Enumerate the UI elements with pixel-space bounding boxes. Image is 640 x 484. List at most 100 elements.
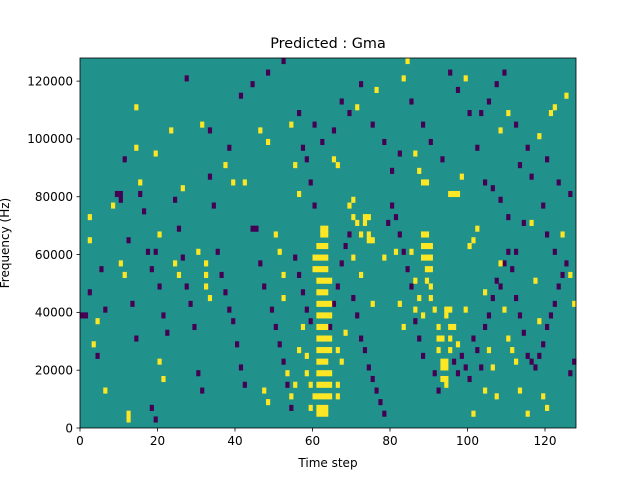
y-axis: 0 20000 40000 60000 80000 100000 120000 [27, 74, 80, 435]
heatmap-cell-high [444, 381, 449, 388]
heatmap-cell-low [401, 248, 406, 255]
heatmap-cell-high [281, 271, 286, 278]
heatmap-cell-high [328, 312, 333, 319]
heatmap-cell-high [103, 387, 108, 394]
heatmap-cell-high [393, 248, 399, 255]
heatmap-cell-low [347, 110, 352, 117]
heatmap-cell-low [498, 283, 503, 290]
heatmap-cell-high [324, 410, 329, 417]
heatmap-cell-high [475, 225, 480, 232]
heatmap-cell-high [448, 323, 453, 331]
heatmap-cell-low [374, 387, 379, 394]
heatmap-cell-high [91, 341, 96, 348]
heatmap-cell-high [444, 312, 449, 319]
heatmap-cell-high [498, 260, 503, 267]
heatmap-cell-high [320, 289, 325, 296]
heatmap-cell-low [467, 375, 472, 383]
heatmap-cell-high [320, 323, 325, 331]
heatmap-cell-low [467, 110, 472, 117]
heatmap-cell-low [514, 121, 519, 128]
heatmap-cell-high [494, 393, 499, 400]
heatmap-cell-high [293, 162, 298, 169]
heatmap-cell-high [293, 381, 298, 388]
heatmap-cell-high [366, 237, 371, 244]
heatmap-cell-low [269, 306, 275, 313]
heatmap-cell-high [417, 167, 422, 174]
heatmap-cell-low [475, 347, 480, 354]
heatmap-cell-high [424, 179, 430, 186]
heatmap-cell-high [351, 196, 356, 203]
heatmap-cell-low [258, 260, 263, 267]
heatmap-cell-high [324, 370, 329, 377]
heatmap-cell-high [545, 404, 550, 411]
heatmap-cell-high [424, 277, 430, 284]
heatmap-cell-low [122, 156, 127, 163]
heatmap-cell-high [366, 231, 371, 238]
heatmap-cell-low [83, 312, 89, 319]
heatmap-cell-low [370, 121, 375, 128]
heatmap-cell-low [366, 364, 371, 371]
heatmap-cell-high [300, 323, 306, 331]
heatmap-cell-high [351, 214, 356, 221]
x-tick-label: 80 [382, 434, 397, 448]
heatmap-cell-high [424, 254, 430, 261]
heatmap-cell-low [118, 190, 123, 198]
heatmap-cell-low [281, 58, 286, 65]
heatmap-cell-low [297, 271, 302, 278]
heatmap-cell-high [463, 306, 468, 313]
heatmap-cell-high [320, 393, 325, 400]
heatmap-cell-high [335, 162, 340, 169]
heatmap-cell-low [393, 214, 399, 221]
heatmap-cell-high [328, 381, 333, 388]
heatmap-cell-high [448, 347, 453, 354]
heatmap-cell-high [552, 104, 557, 111]
heatmap-cell-low [506, 248, 511, 255]
heatmap-cell-high [157, 358, 162, 365]
heatmap-cell-high [316, 277, 321, 284]
heatmap-cell-high [421, 231, 426, 238]
heatmap-cell-high [320, 231, 325, 238]
heatmap-cell-low [219, 271, 224, 278]
heatmap-cell-low [498, 196, 503, 203]
heatmap-cell-low [560, 271, 565, 278]
heatmap-cell-low [200, 387, 205, 394]
heatmap-cell-low [355, 312, 360, 319]
heatmap-cell-high [440, 364, 445, 371]
heatmap-cell-high [424, 243, 430, 250]
heatmap-cell-low [436, 387, 441, 394]
heatmap-cell-low [87, 289, 92, 296]
heatmap-cell-high [316, 404, 321, 411]
heatmap-cell-high [304, 370, 309, 377]
heatmap-cell-high [262, 387, 267, 394]
heatmap-cell-high [316, 381, 321, 388]
heatmap-cell-high [324, 300, 329, 307]
heatmap-cell-low [118, 196, 123, 203]
heatmap-cell-high [335, 381, 340, 388]
heatmap-cell-low [223, 289, 228, 296]
heatmap-cell-high [355, 219, 360, 226]
heatmap-cell-low [130, 300, 135, 307]
heatmap-cell-low [153, 416, 158, 423]
heatmap-cell-low [339, 260, 344, 267]
heatmap-cell-high [281, 295, 286, 302]
heatmap-cell-low [297, 110, 302, 117]
heatmap-cell-high [316, 358, 321, 365]
heatmap-cell-high [289, 393, 294, 400]
heatmap-cell-high [316, 289, 321, 296]
heatmap-cell-low [266, 69, 271, 76]
heatmap-cell-high [204, 271, 209, 278]
heatmap-cell-high [320, 335, 325, 342]
heatmap-cell-low [328, 323, 333, 331]
heatmap-cell-high [316, 370, 321, 377]
heatmap-cell-high [316, 393, 321, 400]
heatmap-cell-low [502, 260, 507, 267]
heatmap-cell-high [359, 271, 364, 278]
heatmap-cell-high [328, 347, 333, 354]
heatmap-cell-low [421, 121, 426, 128]
heatmap-cell-high [304, 352, 309, 359]
heatmap-cell-high [459, 173, 464, 180]
heatmap-cell-high [328, 370, 333, 377]
heatmap-cell-high [204, 260, 209, 267]
heatmap-cell-low [382, 410, 387, 417]
heatmap-cell-low [382, 138, 387, 146]
